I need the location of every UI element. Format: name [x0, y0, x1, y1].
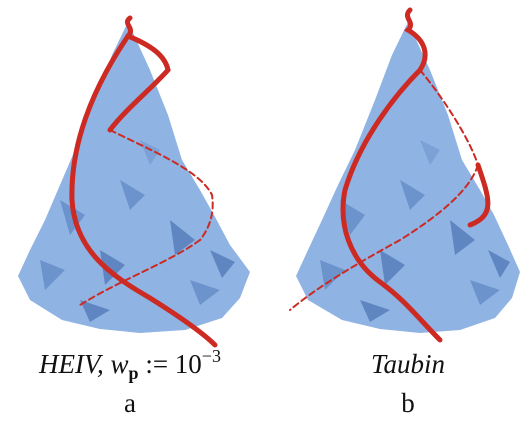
caption-a: HEIV, wp := 10−3 — [38, 346, 221, 383]
panel-label: b — [401, 388, 415, 418]
caption-superscript: −3 — [202, 346, 221, 366]
caption-subscript: p — [129, 363, 139, 383]
caption-middle: := 10 — [139, 349, 202, 379]
panel-label: a — [124, 388, 136, 418]
caption-main: HEIV, w — [38, 349, 129, 379]
page: {"panels": [ {"caption": {"main": "HEIV,… — [0, 0, 523, 426]
caption-b: Taubin — [371, 349, 445, 379]
cone-b — [296, 22, 520, 333]
figure: HEIV, wp := 10−3 a Taubin b — [0, 0, 523, 426]
